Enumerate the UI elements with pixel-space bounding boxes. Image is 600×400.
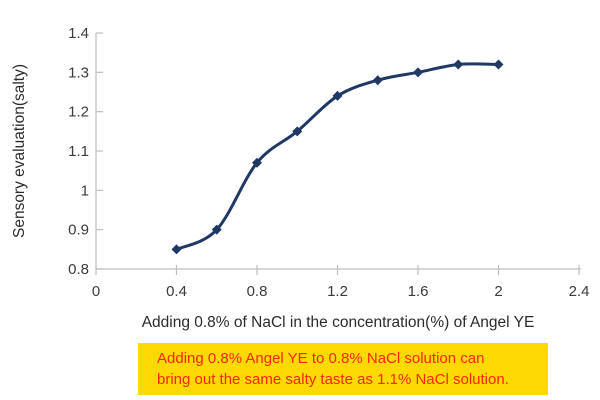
- x-tick-label: 0.4: [166, 283, 187, 300]
- axes: 0.8 0.9 1 1.1 1.2 1.3 1.4 0 0.4 0.8 1.2 1.6 2 2.4: [68, 25, 589, 300]
- y-tick-label: 1.4: [68, 25, 89, 42]
- y-tick-label: 1.3: [68, 64, 89, 81]
- data-point-marker: [453, 59, 464, 70]
- x-tick-label: 2.4: [569, 283, 590, 300]
- callout-line-2: bring out the same salty taste as 1.1% N…: [157, 371, 509, 388]
- data-point-marker: [292, 126, 303, 137]
- x-tick-label: 2: [494, 283, 502, 300]
- x-tick-label: 1.6: [408, 283, 429, 300]
- data-series: [171, 59, 504, 255]
- data-point-marker: [493, 59, 504, 70]
- y-axis-title: Sensory evaluation(salty): [11, 64, 28, 238]
- y-tick-label: 1: [81, 182, 89, 199]
- x-tick-label: 0: [92, 283, 100, 300]
- x-axis-title: Adding 0.8% of NaCl in the concentration…: [142, 314, 535, 331]
- callout-box: Adding 0.8% Angel YE to 0.8% NaCl soluti…: [138, 343, 548, 395]
- data-point-marker: [413, 67, 423, 78]
- y-tick-label: 1.1: [68, 143, 89, 160]
- data-point-marker: [211, 224, 222, 235]
- x-tick-label: 0.8: [247, 283, 268, 300]
- y-tick-label: 1.2: [68, 104, 89, 121]
- data-point-marker: [252, 157, 262, 168]
- x-tick-label: 1.2: [327, 283, 348, 300]
- y-tick-label: 0.9: [68, 222, 89, 239]
- data-point-marker: [372, 75, 383, 86]
- data-point-marker: [171, 244, 182, 255]
- data-point-marker: [332, 90, 343, 101]
- y-tick-label: 0.8: [68, 261, 89, 278]
- callout-line-1: Adding 0.8% Angel YE to 0.8% NaCl soluti…: [157, 350, 485, 367]
